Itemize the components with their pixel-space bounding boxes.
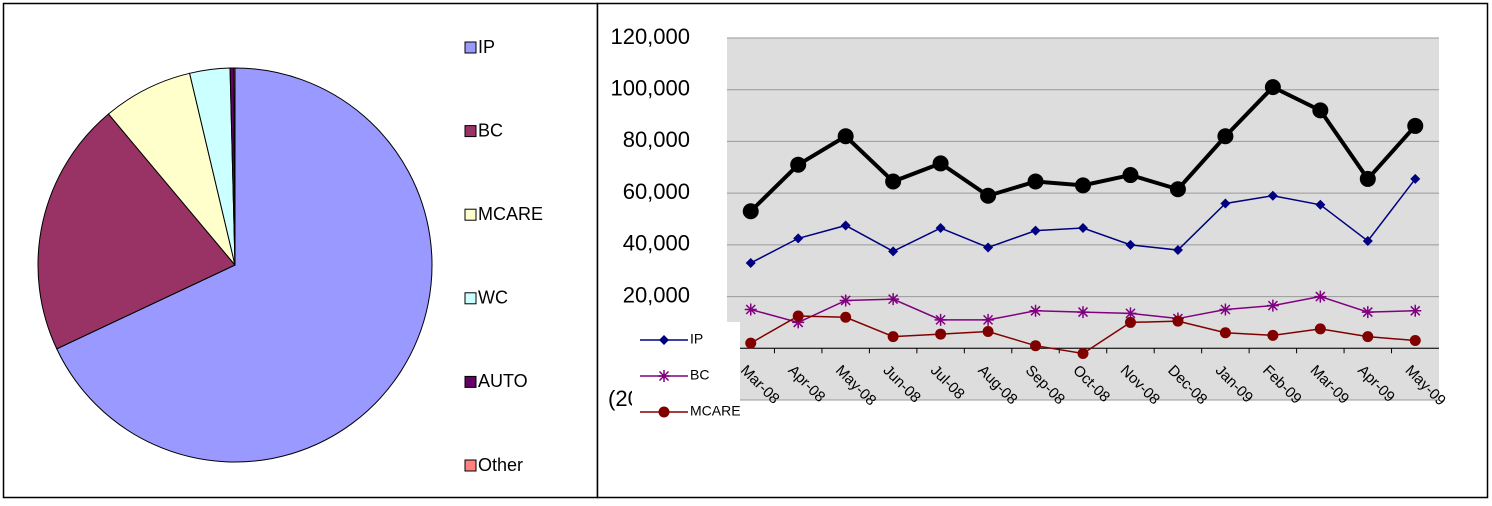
legend-swatch	[464, 459, 477, 472]
point	[1030, 225, 1041, 236]
point	[792, 310, 804, 322]
pie-slice	[37, 113, 236, 350]
point	[1410, 173, 1421, 184]
legend-box	[632, 322, 740, 462]
point	[1122, 167, 1139, 184]
legend-swatch	[464, 292, 477, 305]
y-tick-label: 60,000	[623, 179, 690, 204]
point	[790, 156, 807, 173]
legend-label: MCARE	[478, 204, 543, 224]
point	[1075, 177, 1091, 194]
point	[885, 173, 902, 190]
pie-slice	[56, 67, 433, 463]
legend-swatch	[464, 125, 477, 138]
point	[1359, 170, 1376, 187]
point	[744, 303, 757, 316]
point	[934, 313, 947, 326]
point	[1124, 307, 1137, 320]
legend-label: IP	[478, 37, 495, 57]
point	[982, 313, 995, 326]
y-tick-label: 20,000	[623, 282, 690, 307]
point	[1077, 306, 1089, 319]
point	[887, 293, 900, 306]
point	[1314, 290, 1327, 303]
point	[840, 311, 852, 323]
legend-swatch	[464, 208, 477, 221]
line-chart: (20,000)020,00040,00060,00080,000100,000…	[608, 24, 1449, 462]
point	[1220, 198, 1231, 209]
point	[1030, 340, 1042, 352]
point	[1312, 102, 1329, 119]
point	[1267, 329, 1279, 341]
point	[1078, 223, 1088, 234]
point	[840, 220, 851, 231]
point	[742, 203, 759, 220]
point	[793, 233, 804, 244]
point	[792, 316, 805, 329]
point	[1027, 173, 1044, 190]
point	[1172, 245, 1183, 256]
point	[1077, 347, 1089, 359]
point	[887, 331, 899, 343]
point	[935, 223, 946, 234]
point	[982, 325, 994, 337]
point	[1314, 323, 1326, 335]
legend-label: BC	[478, 120, 503, 140]
legend-label: IP	[690, 331, 703, 347]
point	[1029, 304, 1042, 317]
pie-chart: IP BC MCARE WC AUTO Other	[37, 37, 543, 475]
point	[935, 328, 947, 340]
point	[745, 257, 756, 268]
legend-label: MCARE	[690, 403, 741, 419]
point	[839, 294, 852, 307]
point	[659, 335, 669, 345]
point	[1361, 306, 1374, 319]
legend-label: BC	[690, 367, 709, 383]
legend-swatch	[464, 375, 477, 388]
y-tick-label: 100,000	[610, 76, 690, 101]
point	[745, 337, 757, 349]
point	[1219, 303, 1232, 316]
point	[658, 406, 670, 418]
point	[1169, 181, 1186, 198]
point	[1172, 315, 1184, 327]
point	[983, 242, 994, 253]
y-tick-label: 80,000	[623, 127, 690, 152]
point	[1266, 299, 1279, 312]
point	[1407, 117, 1424, 134]
point	[1362, 235, 1373, 246]
point	[932, 155, 949, 172]
legend-label: Other	[478, 455, 523, 475]
point	[1315, 199, 1326, 210]
point	[888, 246, 899, 257]
point	[1362, 331, 1374, 343]
point	[980, 187, 997, 204]
point	[1217, 128, 1234, 145]
point	[1264, 79, 1281, 96]
y-tick-label: 120,000	[610, 24, 690, 49]
pie-slice	[233, 67, 236, 266]
point	[1219, 327, 1231, 339]
point	[1124, 316, 1136, 328]
point	[1125, 239, 1136, 250]
point	[1409, 335, 1421, 347]
point	[1409, 304, 1422, 317]
point	[837, 128, 854, 145]
legend-label: AUTO	[478, 371, 528, 391]
point	[1267, 190, 1278, 201]
legend-label: WC	[478, 288, 508, 308]
y-tick-label: 40,000	[623, 231, 690, 256]
point	[658, 370, 670, 382]
plot-area	[727, 38, 1439, 400]
legend-swatch	[464, 41, 477, 54]
